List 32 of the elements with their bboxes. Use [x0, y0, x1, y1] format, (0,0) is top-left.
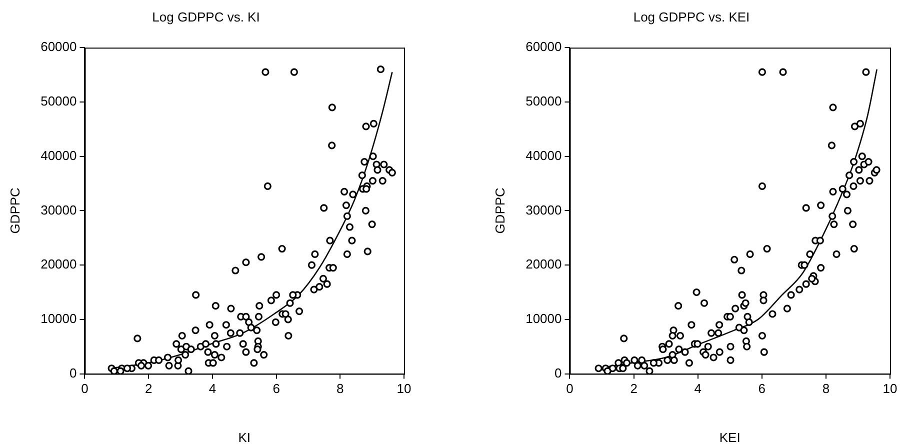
chart-title: Log GDPPC vs. KEI — [633, 9, 750, 24]
x-tick-label: 2 — [630, 381, 638, 396]
y-tick-label: 60000 — [40, 39, 77, 54]
y-tick-label: 30000 — [40, 202, 77, 218]
y-tick-label: 30000 — [526, 202, 562, 218]
y-tick-label: 40000 — [526, 148, 562, 163]
y-axis-title: GDPPC — [492, 188, 508, 234]
y-tick-label: 60000 — [526, 39, 562, 54]
x-tick-label: 6 — [758, 381, 766, 396]
x-axis-title: KI — [238, 430, 251, 445]
x-tick-label: 0 — [81, 381, 88, 396]
y-tick-label: 20000 — [526, 256, 562, 272]
y-tick-label: 40000 — [40, 148, 77, 163]
y-tick-label: 0 — [554, 365, 562, 380]
x-tick-label: 0 — [566, 381, 574, 396]
x-tick-label: 8 — [336, 381, 344, 396]
x-tick-label: 10 — [882, 381, 898, 396]
x-tick-label: 2 — [144, 381, 152, 396]
x-tick-label: 8 — [822, 381, 830, 396]
chart-title: Log GDPPC vs. KI — [152, 9, 260, 24]
y-tick-label: 0 — [70, 365, 77, 380]
y-tick-label: 50000 — [526, 94, 562, 109]
y-tick-label: 50000 — [40, 94, 77, 109]
x-tick-label: 6 — [272, 381, 280, 396]
x-tick-label: 4 — [208, 381, 216, 396]
x-tick-label: 4 — [694, 381, 702, 396]
x-axis-title: KEI — [719, 430, 740, 445]
x-tick-label: 10 — [396, 381, 412, 396]
y-tick-label: 10000 — [40, 311, 77, 326]
y-tick-label: 20000 — [40, 256, 77, 272]
y-tick-label: 10000 — [526, 311, 562, 326]
y-axis-title: GDPPC — [7, 188, 22, 234]
